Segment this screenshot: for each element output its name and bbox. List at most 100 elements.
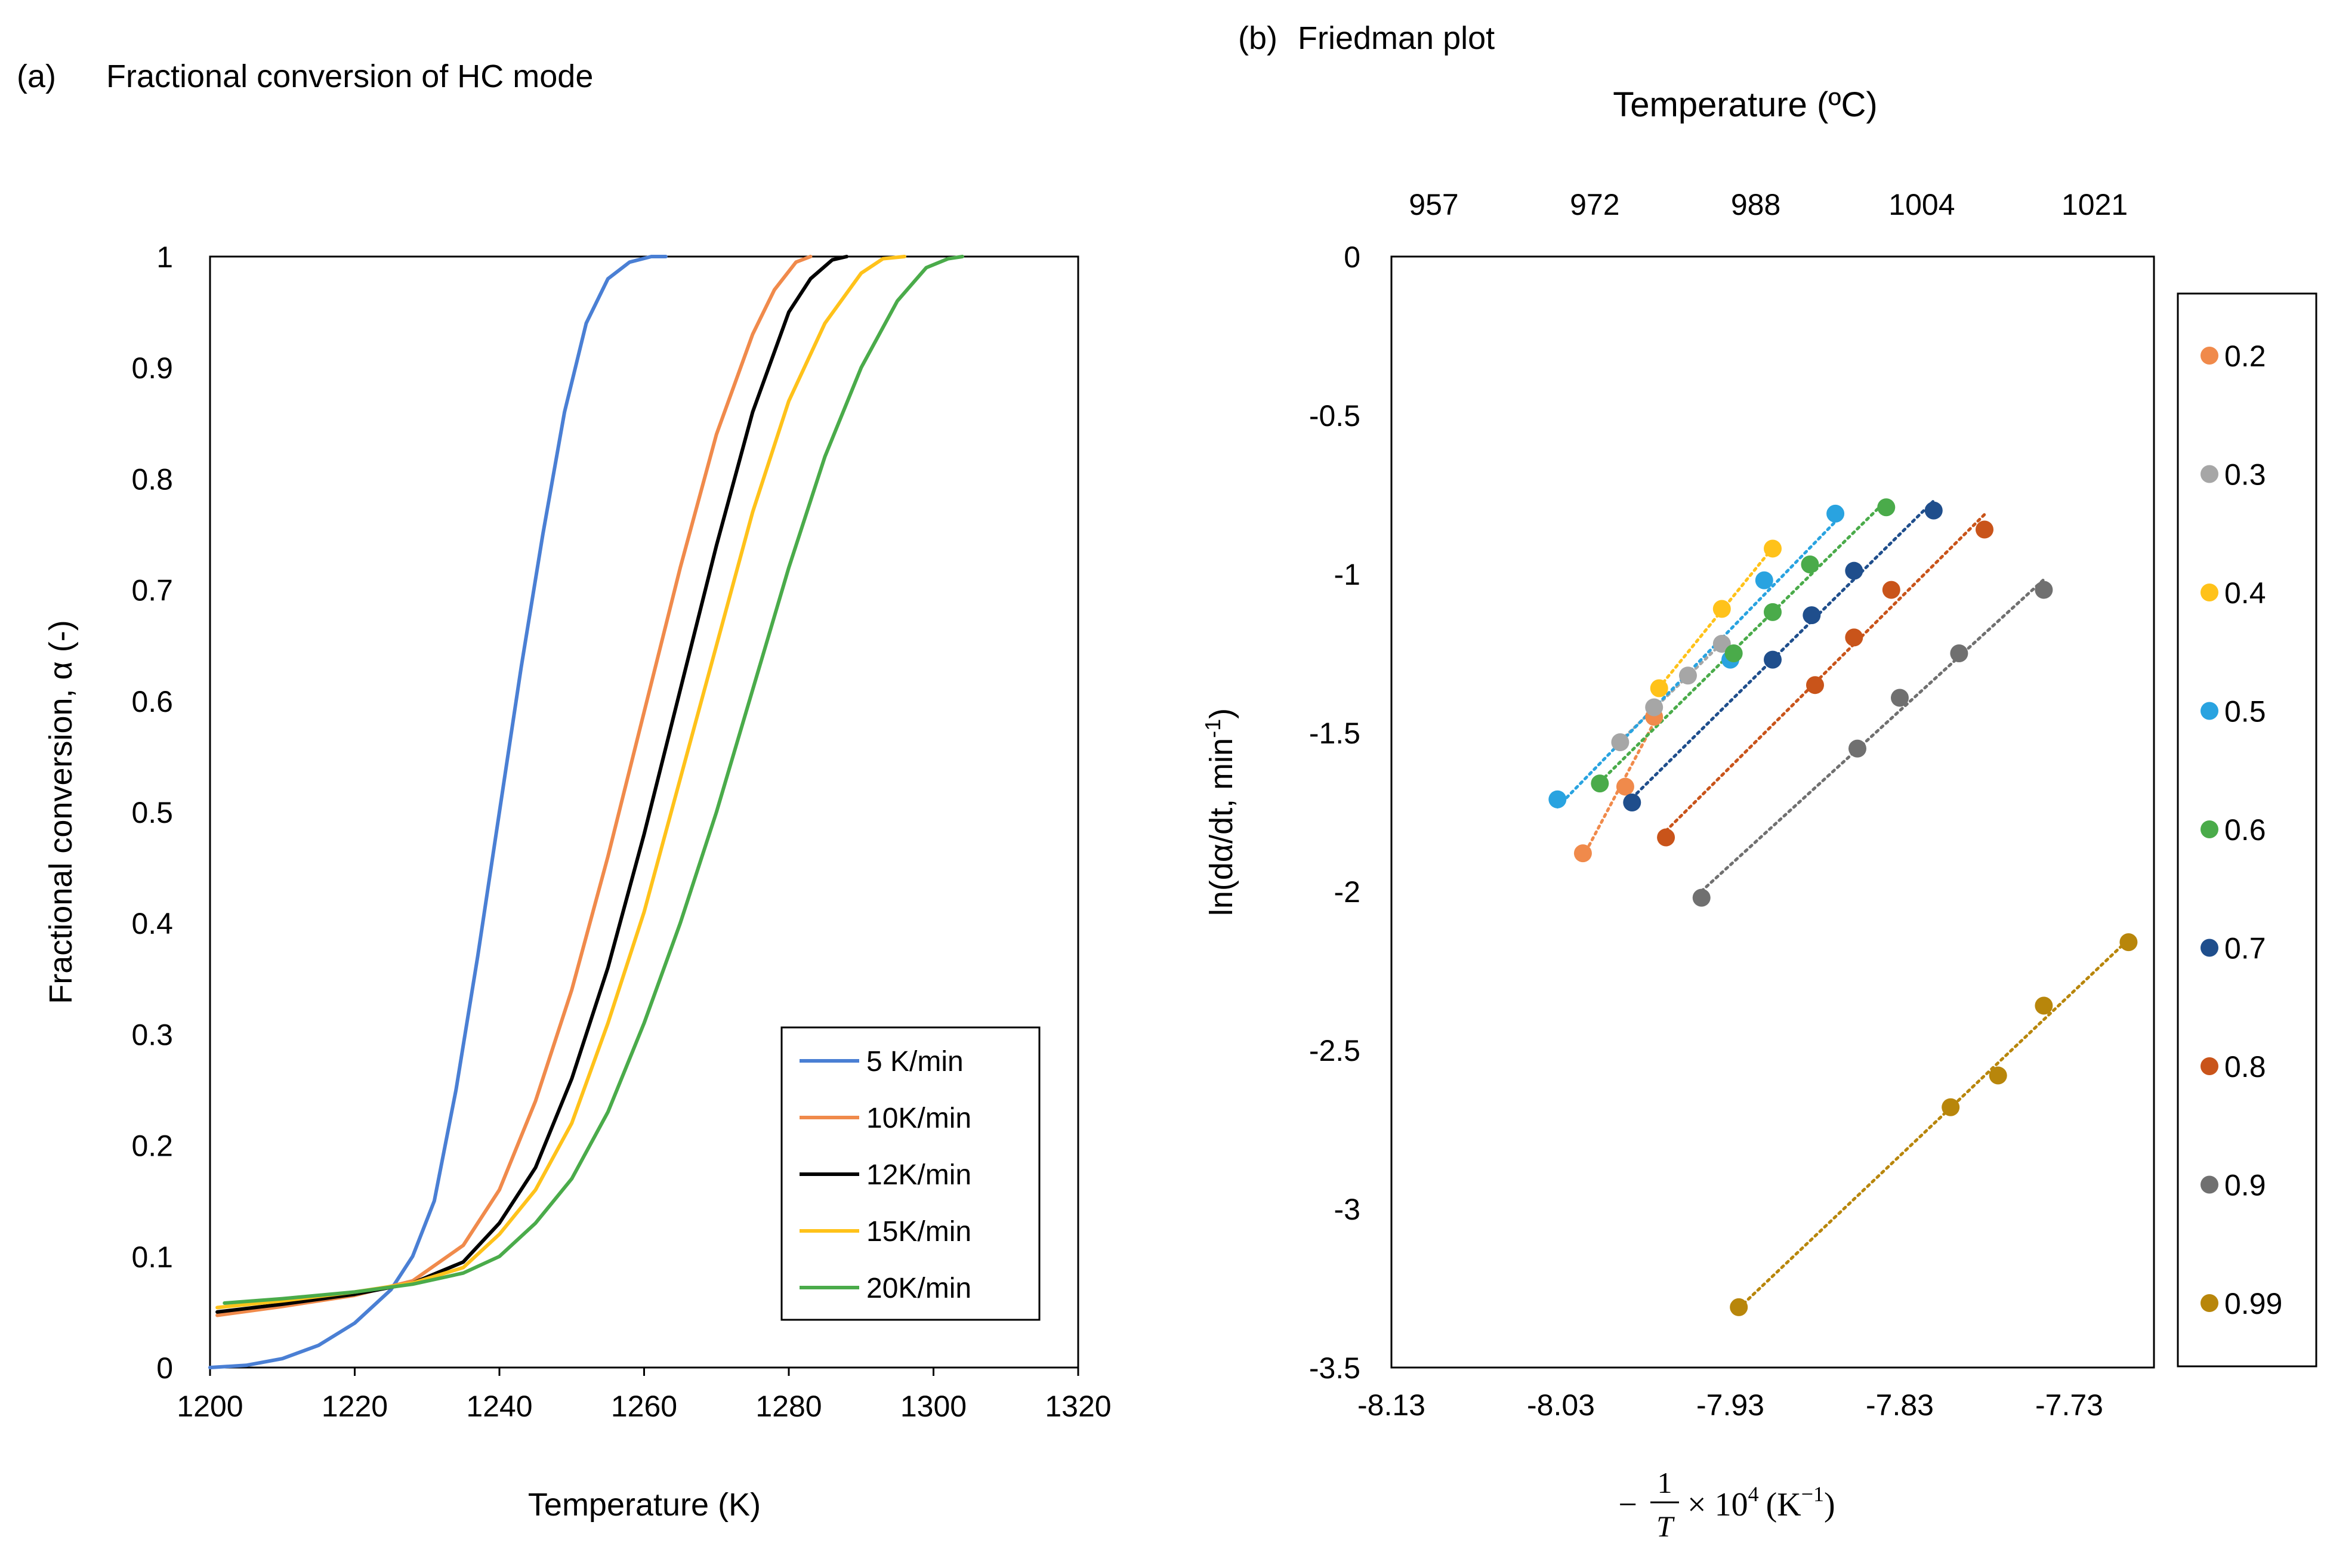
data-point-b: [1755, 571, 1773, 589]
trendline-b: [1581, 721, 1656, 859]
y-tick-label-b: -1: [1334, 558, 1360, 591]
x-tick-label-a: 1260: [611, 1390, 677, 1423]
top-tick-label-b: 972: [1570, 188, 1619, 221]
trendline-b: [1658, 546, 1774, 689]
legend-marker-b: [2201, 1294, 2218, 1312]
data-point-b: [1882, 581, 1900, 599]
legend-marker-b: [2201, 347, 2218, 365]
panel-b-label: (b): [1238, 20, 1277, 56]
data-point-b: [1611, 733, 1629, 751]
y-tick-label-a: 0.7: [131, 574, 173, 607]
x-tick-label-b: -7.83: [1866, 1388, 1934, 1422]
legend-label-a: 10K/min: [866, 1103, 971, 1134]
data-point-b: [1848, 739, 1866, 758]
y-axis-label-a: Fractional conversion, α (-): [43, 620, 79, 1004]
data-point-b: [1645, 698, 1664, 717]
trendline-b: [1630, 499, 1936, 800]
legend-marker-b: [2201, 939, 2218, 957]
series-line-a: [215, 255, 813, 1317]
data-point-b: [2119, 933, 2138, 952]
x-tick-label-a: 1240: [466, 1390, 532, 1423]
x-axis-label-a: Temperature (K): [528, 1487, 761, 1523]
y-tick-label-a: 0.2: [131, 1129, 173, 1163]
data-point-b: [1801, 555, 1819, 574]
top-tick-label-b: 1021: [2061, 188, 2128, 221]
panel-b: (b) Friedman plot Temperature (ºC) -8.13…: [1200, 20, 2317, 1543]
x-label-frac-den: T: [1656, 1510, 1675, 1543]
data-point-b: [1764, 539, 1782, 558]
y-tick-label-a: 0.4: [131, 907, 173, 940]
data-point-b: [1806, 676, 1824, 695]
series-line-a: [208, 255, 668, 1369]
x-label-minus: −: [1618, 1486, 1637, 1523]
y-tick-label-b: -1.5: [1309, 717, 1360, 750]
y-tick-label-a: 0.8: [131, 462, 173, 496]
legend-marker-b: [2201, 820, 2218, 838]
top-tick-label-b: 957: [1409, 188, 1458, 221]
panel-a: (a) Fractional conversion of HC mode 120…: [17, 58, 1112, 1523]
top-axis-label-b: Temperature (ºC): [1613, 85, 1877, 124]
y-tick-label-a: 0.9: [131, 351, 173, 385]
data-point-b: [1616, 777, 1634, 796]
data-point-b: [1679, 666, 1697, 685]
x-tick-label-b: -8.13: [1357, 1388, 1425, 1422]
x-tick-label-b: -8.03: [1527, 1388, 1595, 1422]
legend-label-a: 12K/min: [866, 1159, 971, 1191]
data-point-b: [1591, 774, 1609, 793]
trendline-b: [1556, 520, 1837, 809]
legend-marker-b: [2201, 702, 2218, 720]
legend-label-b: 0.6: [2224, 813, 2266, 847]
y-tick-label-a: 0.6: [131, 685, 173, 718]
data-point-b: [1891, 689, 1909, 707]
series-line-a: [215, 255, 848, 1314]
data-point-b: [1623, 794, 1641, 812]
data-point-b: [1712, 600, 1731, 618]
x-label-rest: × 104 (K−1): [1687, 1482, 1835, 1523]
legend-label-a: 15K/min: [866, 1216, 971, 1248]
trendline-b: [1700, 578, 2045, 893]
legend-label-b: 0.5: [2224, 695, 2266, 729]
data-point-b: [1942, 1098, 1960, 1116]
data-point-b: [1803, 606, 1821, 625]
x-tick-label-a: 1220: [322, 1390, 388, 1423]
top-tick-label-b: 988: [1731, 188, 1780, 221]
legend-marker-b: [2201, 1175, 2218, 1194]
legend-marker-b: [2201, 1057, 2218, 1075]
top-tick-label-b: 1004: [1888, 188, 1955, 221]
y-tick-label-a: 0: [156, 1351, 173, 1385]
plot-frame-b: [1390, 255, 2155, 1369]
y-axis-label-b: ln(dα/dt, min-1): [1200, 708, 1239, 916]
data-point-b: [1845, 561, 1863, 580]
data-point-b: [1764, 650, 1782, 669]
data-point-b: [2035, 996, 2053, 1015]
data-point-b: [1573, 844, 1592, 863]
panel-b-title: Friedman plot: [1298, 20, 1495, 56]
trendline-b: [1664, 513, 1986, 833]
legend-label-b: 0.4: [2224, 576, 2266, 610]
x-tick-label-a: 1200: [177, 1390, 243, 1423]
y-tick-label-a: 0.1: [131, 1240, 173, 1274]
y-tick-label-b: -0.5: [1309, 399, 1360, 433]
series-line-a: [223, 255, 964, 1305]
y-tick-label-b: -3.5: [1309, 1351, 1360, 1385]
x-tick-label-b: -7.93: [1696, 1388, 1764, 1422]
trendline-b: [1598, 499, 1888, 784]
data-point-b: [1692, 888, 1711, 907]
panel-a-label: (a): [17, 58, 56, 94]
y-tick-label-a: 0.5: [131, 796, 173, 829]
legend-label-b: 0.2: [2224, 339, 2266, 373]
data-point-b: [1730, 1298, 1748, 1316]
legend-a: 5 K/min 10K/min 12K/min 15K/min 20K/min: [780, 1026, 1041, 1321]
data-point-b: [1877, 498, 1896, 517]
legend-marker-b: [2201, 584, 2218, 601]
x-tick-label-a: 1300: [900, 1390, 967, 1423]
data-point-b: [1548, 790, 1567, 808]
y-tick-label-a: 1: [156, 240, 173, 274]
x-axis-label-b: − 1 T × 104 (K−1): [1618, 1466, 1835, 1543]
legend-label-a: 5 K/min: [866, 1046, 964, 1078]
x-tick-label-a: 1280: [755, 1390, 822, 1423]
legend-label-b: 0.9: [2224, 1169, 2266, 1202]
x-tick-label-b: -7.73: [2035, 1388, 2103, 1422]
data-point-b: [1989, 1066, 2007, 1085]
legend-b: 0.2 0.3 0.4 0.5 0.6 0.7 0.8 0.9 0.99: [2177, 292, 2317, 1368]
